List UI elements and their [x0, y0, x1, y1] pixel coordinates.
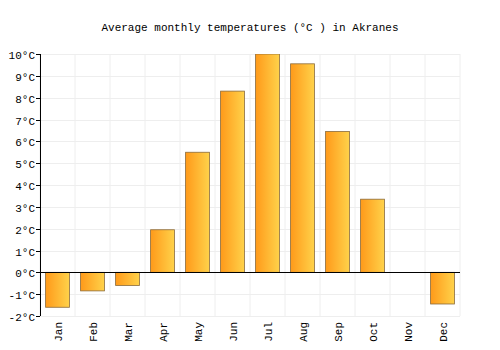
bar: [361, 199, 385, 272]
bar: [46, 272, 70, 307]
y-tick-label: 9°C: [15, 72, 35, 84]
x-tick-label: Jul: [263, 322, 275, 342]
x-tick-label: Jun: [228, 322, 240, 342]
zero-line: [40, 272, 460, 273]
tick-mark: [36, 229, 40, 230]
y-tick-label: 6°C: [15, 137, 35, 149]
x-tick-label: Jan: [53, 322, 65, 342]
bars: [46, 54, 455, 307]
bar: [291, 64, 315, 273]
x-tick-label: Apr: [158, 322, 170, 342]
y-tick-label: 2°C: [15, 225, 35, 237]
grid-line: [40, 120, 460, 121]
tick-mark: [36, 141, 40, 142]
chart-container: Average monthly temperatures (°C ) in Ak…: [0, 0, 500, 350]
grid-line: [40, 76, 460, 77]
bar: [326, 132, 350, 273]
bar: [186, 152, 210, 272]
y-axis-line: [40, 54, 41, 316]
title: Average monthly temperatures (°C ) in Ak…: [101, 22, 398, 34]
x-tick-label: Nov: [403, 322, 415, 342]
chart-svg: Average monthly temperatures (°C ) in Ak…: [0, 0, 500, 350]
y-tick-label: -2°C: [9, 312, 36, 324]
grid-line: [40, 98, 460, 99]
tick-mark: [36, 272, 40, 273]
grid-line: [40, 294, 460, 295]
tick-mark: [36, 185, 40, 186]
grid-line: [40, 163, 460, 164]
tick-mark: [36, 98, 40, 99]
tick-mark: [36, 76, 40, 77]
y-tick-label: 1°C: [15, 247, 35, 259]
y-tick-label: 0°C: [15, 268, 35, 280]
grid-line: [40, 54, 460, 55]
y-tick-label: 10°C: [9, 50, 36, 62]
bar: [81, 272, 105, 291]
tick-mark: [36, 120, 40, 121]
x-tick-label: Sep: [333, 322, 345, 342]
x-tick-label: Feb: [88, 322, 100, 342]
y-tick-label: -1°C: [9, 290, 36, 302]
grid-line: [40, 316, 460, 317]
grid-line: [40, 251, 460, 252]
y-tick-label: 3°C: [15, 203, 35, 215]
grid-line: [40, 185, 460, 186]
y-tick-label: 7°C: [15, 116, 35, 128]
y-tick-label: 5°C: [15, 159, 35, 171]
tick-mark: [36, 207, 40, 208]
grid-line: [40, 272, 460, 273]
bar: [431, 272, 455, 304]
x-tick-label: Aug: [298, 322, 310, 342]
x-tick-label: Oct: [368, 322, 380, 342]
grid-line: [40, 141, 460, 142]
x-tick-label: May: [193, 322, 205, 342]
tick-mark: [36, 163, 40, 164]
x-tick-label: Mar: [123, 322, 135, 342]
tick-mark: [36, 294, 40, 295]
bar: [151, 230, 175, 273]
x-tick-label: Dec: [438, 322, 450, 342]
bar: [116, 272, 140, 285]
bar: [256, 54, 280, 272]
y-tick-label: 4°C: [15, 181, 35, 193]
bar: [221, 91, 245, 272]
y-tick-label: 8°C: [15, 94, 35, 106]
grid-line: [40, 229, 460, 230]
tick-mark: [36, 54, 40, 55]
grid-line: [40, 207, 460, 208]
tick-mark: [36, 316, 40, 317]
tick-mark: [36, 251, 40, 252]
